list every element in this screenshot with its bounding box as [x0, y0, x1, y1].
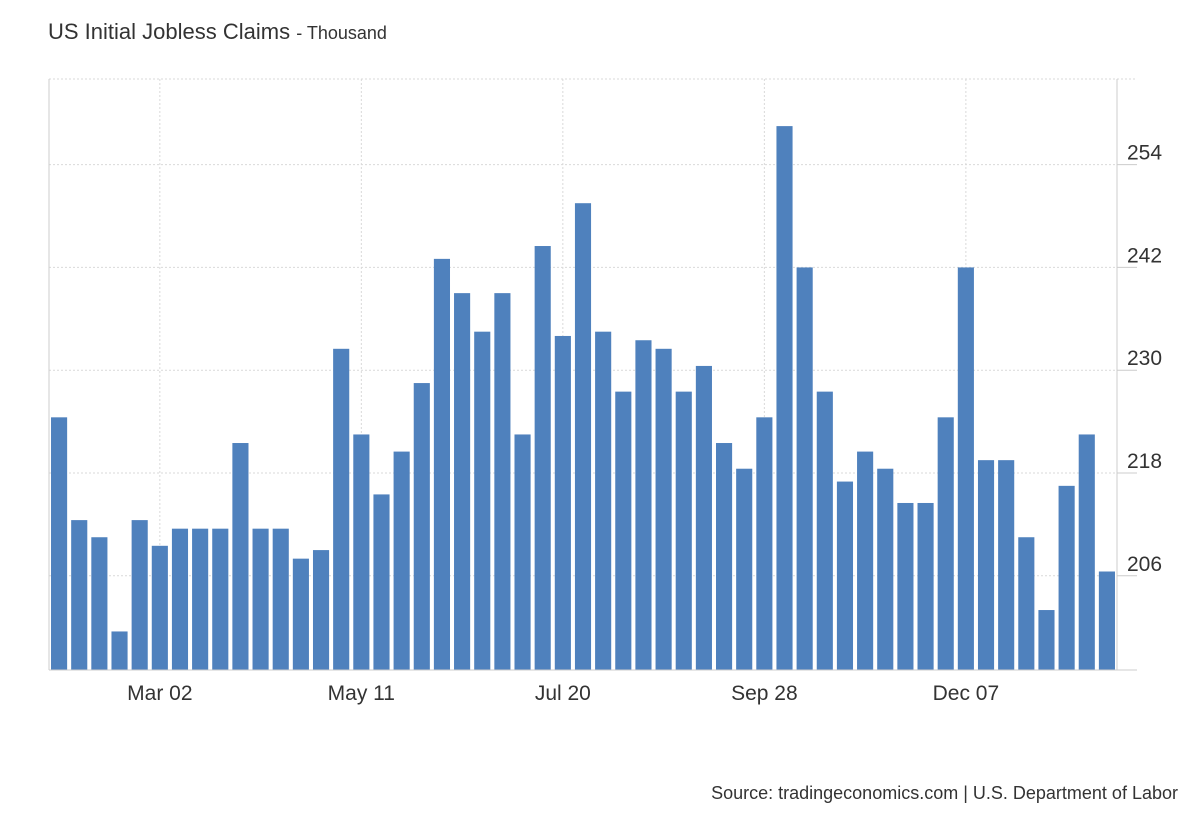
bar [373, 494, 390, 670]
bar [574, 203, 592, 670]
bar [554, 335, 571, 670]
bar [857, 451, 874, 670]
x-tick-label: Mar 02 [127, 682, 192, 705]
bar [615, 391, 632, 670]
chart-subtitle: - Thousand [296, 23, 387, 43]
bar [192, 528, 209, 670]
bar [454, 293, 471, 670]
bar [776, 126, 793, 670]
bar [252, 528, 269, 670]
y-tick-label: 254 [1127, 142, 1162, 165]
bar [836, 481, 854, 670]
bar [71, 520, 88, 670]
chart-title: US Initial Jobless Claims - Thousand [48, 19, 387, 45]
y-tick-label: 230 [1127, 347, 1162, 370]
bar [957, 267, 974, 670]
bar [474, 331, 491, 670]
bar [635, 340, 652, 670]
bar [292, 558, 309, 670]
y-tick-label: 218 [1127, 450, 1162, 473]
bar [937, 417, 954, 670]
source-note: Source: tradingeconomics.com | U.S. Depa… [711, 783, 1178, 803]
bar [796, 267, 813, 670]
y-tick-label: 206 [1127, 553, 1162, 576]
x-tick-label: May 11 [328, 682, 395, 705]
x-tick-label: Jul 20 [535, 682, 591, 705]
bar [715, 443, 733, 670]
bar [514, 434, 531, 670]
bar [998, 460, 1015, 670]
bar [171, 528, 189, 670]
bar [534, 246, 551, 671]
bar [353, 434, 370, 670]
bar [756, 417, 773, 670]
bar [111, 631, 128, 670]
bar [212, 528, 229, 670]
bar [1038, 610, 1055, 670]
bar [595, 331, 612, 670]
bar [272, 528, 289, 670]
bar [1058, 485, 1075, 670]
bar [413, 383, 430, 670]
bar [917, 502, 934, 670]
bar [51, 417, 68, 670]
bar [131, 520, 148, 670]
bar [695, 365, 712, 670]
tick-labels: 206 218 230 242 254 Mar 02 May 11 Jul 20 Sep 28 D… [127, 142, 1162, 705]
bar [393, 451, 410, 670]
bar [232, 443, 249, 670]
bar [897, 502, 914, 670]
bars [51, 126, 1115, 671]
y-tick-label: 242 [1127, 244, 1162, 267]
bar [1078, 434, 1095, 670]
bar [816, 391, 833, 670]
bar [494, 293, 511, 670]
axes [48, 79, 1137, 671]
bar [736, 468, 753, 670]
bar [333, 348, 350, 670]
chart-title-text: US Initial Jobless Claims [48, 19, 291, 44]
x-tick-label: Sep 28 [731, 682, 798, 705]
bar [1098, 571, 1115, 670]
x-tick-label: Dec 07 [933, 682, 1000, 705]
bar [151, 545, 168, 670]
bar [675, 391, 692, 670]
bar [877, 468, 894, 670]
bar [1018, 537, 1035, 670]
bar [433, 258, 451, 670]
bar [312, 550, 330, 670]
bar [977, 460, 995, 670]
bar [91, 537, 108, 670]
bar [655, 348, 672, 670]
